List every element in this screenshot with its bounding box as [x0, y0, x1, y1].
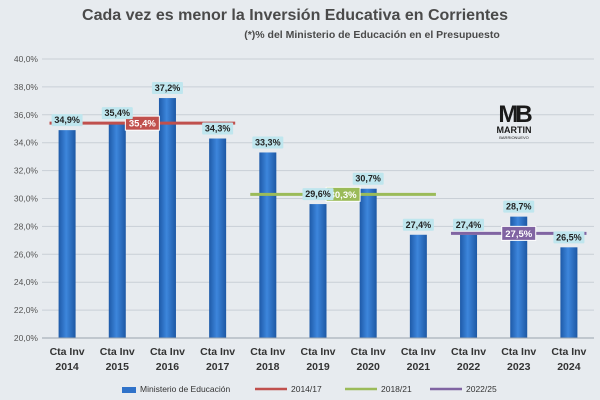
- average-label: 30,3%: [330, 190, 357, 201]
- data-label-bg: [252, 136, 284, 149]
- data-label-bg: [352, 172, 384, 185]
- legend-label: 2014/17: [291, 384, 322, 394]
- x-tick-label: 2022: [457, 361, 481, 373]
- y-tick-label: 34,0%: [14, 138, 39, 148]
- data-label: 34,9%: [54, 115, 80, 125]
- x-tick-label: 2021: [407, 361, 431, 373]
- logo-subtext: BARRIONUEVO: [499, 135, 529, 140]
- y-tick-label: 22,0%: [14, 305, 39, 315]
- bar: [108, 123, 126, 338]
- x-tick-label: 2020: [357, 361, 381, 373]
- x-tick-label: Cta Inv: [150, 346, 185, 358]
- data-label-bg: [402, 218, 434, 231]
- data-label: 37,2%: [155, 83, 181, 93]
- x-tick-label: Cta Inv: [200, 346, 235, 358]
- y-tick-label: 36,0%: [14, 110, 39, 120]
- y-tick-label: 26,0%: [14, 249, 39, 259]
- x-tick-label: Cta Inv: [300, 346, 335, 358]
- bar: [309, 204, 327, 338]
- bar: [209, 138, 227, 338]
- bar: [460, 234, 478, 338]
- x-tick-label: Cta Inv: [551, 346, 586, 358]
- x-tick-label: 2023: [507, 361, 531, 373]
- data-label-bg: [151, 82, 183, 95]
- bar: [560, 247, 578, 338]
- average-label: 27,5%: [505, 229, 532, 240]
- x-tick-label: 2024: [557, 361, 581, 373]
- data-label-bg: [553, 231, 585, 244]
- data-label-bg: [453, 218, 485, 231]
- data-label-bg: [51, 114, 83, 127]
- x-tick-label: Cta Inv: [501, 346, 536, 358]
- logo: MB MARTIN BARRIONUEVO: [497, 101, 536, 140]
- x-tick-label: 2019: [306, 361, 330, 373]
- logo-text: MARTIN: [497, 125, 532, 135]
- x-tick-label: 2014: [55, 361, 79, 373]
- y-axis: 20,0% 22,0% 24,0% 26,0% 28,0% 30,0% 32,0% 34,0%…: [14, 54, 39, 343]
- data-label-bg: [302, 188, 334, 201]
- data-label-bg: [503, 200, 535, 213]
- data-label: 33,3%: [255, 137, 281, 147]
- x-tick-label: 2015: [106, 361, 130, 373]
- y-tick-label: 38,0%: [14, 82, 39, 92]
- average-label-bg: [501, 225, 537, 241]
- x-tick-label: Cta Inv: [250, 346, 285, 358]
- data-label: 30,7%: [355, 174, 381, 184]
- data-label: 27,4%: [456, 220, 482, 230]
- average-label: 35,4%: [129, 119, 156, 130]
- data-label: 27,4%: [406, 220, 432, 230]
- y-tick-label: 32,0%: [14, 166, 39, 176]
- x-tick-label: 2017: [206, 361, 230, 373]
- bar: [259, 152, 277, 338]
- data-label: 34,3%: [205, 124, 231, 134]
- data-label: 29,6%: [305, 189, 331, 199]
- legend-label: Ministerio de Educación: [140, 384, 231, 394]
- bar: [158, 98, 176, 338]
- x-tick-label: Cta Inv: [50, 346, 85, 358]
- x-axis: Cta Inv 2014 Cta Inv 2015 Cta Inv 2016 Cta Inv…: [42, 337, 594, 373]
- y-tick-label: 20,0%: [14, 333, 39, 343]
- chart-title: Cada vez es menor la Inversión Educativa…: [82, 7, 508, 24]
- bar: [409, 234, 427, 338]
- legend: Ministerio de Educación 2014/17 2018/21 202…: [122, 384, 497, 394]
- y-tick-label: 24,0%: [14, 277, 39, 287]
- data-label: 28,7%: [506, 202, 532, 212]
- legend-label: 2018/21: [381, 384, 412, 394]
- x-tick-label: 2018: [256, 361, 280, 373]
- bar: [58, 130, 76, 338]
- x-tick-label: Cta Inv: [100, 346, 135, 358]
- x-tick-label: 2016: [156, 361, 180, 373]
- legend-swatch: [122, 387, 136, 393]
- x-tick-label: Cta Inv: [451, 346, 486, 358]
- data-label: 35,4%: [105, 108, 131, 118]
- data-labels: 34,9% 35,4% 37,2% 34,3% 33,3% 29,6% 30,7% 27,4%…: [51, 82, 585, 244]
- data-label-bg: [101, 107, 133, 120]
- y-tick-label: 30,0%: [14, 194, 39, 204]
- bar: [510, 216, 528, 338]
- x-tick-label: Cta Inv: [351, 346, 386, 358]
- legend-label: 2022/25: [466, 384, 497, 394]
- chart-subtitle: (*)% del Ministerio de Educación en el P…: [244, 29, 500, 41]
- average-label-bg: [124, 115, 160, 131]
- y-tick-label: 40,0%: [14, 54, 39, 64]
- data-label: 26,5%: [556, 232, 582, 242]
- bar: [359, 188, 377, 338]
- data-label-bg: [202, 122, 234, 135]
- logo-mark: MB: [498, 101, 532, 128]
- y-tick-label: 28,0%: [14, 221, 39, 231]
- bars: [58, 98, 578, 338]
- x-tick-label: Cta Inv: [401, 346, 436, 358]
